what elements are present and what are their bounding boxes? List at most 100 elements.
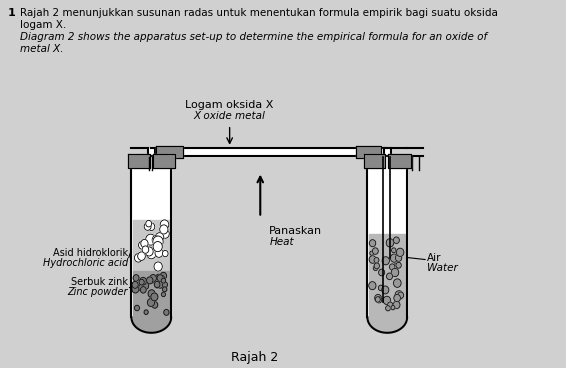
Polygon shape <box>388 154 411 168</box>
Text: Diagram 2 shows the apparatus set-up to determine the empirical formula for an o: Diagram 2 shows the apparatus set-up to … <box>20 32 487 42</box>
Polygon shape <box>355 146 381 158</box>
Polygon shape <box>367 318 407 333</box>
Circle shape <box>375 297 380 302</box>
Polygon shape <box>148 148 155 162</box>
Polygon shape <box>156 146 183 158</box>
Circle shape <box>151 293 158 301</box>
Circle shape <box>146 279 151 283</box>
Circle shape <box>153 241 162 252</box>
Text: Rajah 2 menunjukkan susunan radas untuk menentukan formula empirik bagi suatu ok: Rajah 2 menunjukkan susunan radas untuk … <box>20 8 498 18</box>
Text: Logam oksida X: Logam oksida X <box>186 100 274 110</box>
Polygon shape <box>364 154 385 168</box>
Circle shape <box>155 248 163 257</box>
Polygon shape <box>133 272 169 318</box>
Polygon shape <box>384 148 391 162</box>
Circle shape <box>135 305 139 311</box>
Circle shape <box>372 248 378 254</box>
Circle shape <box>387 273 393 280</box>
Circle shape <box>157 281 164 288</box>
Text: Serbuk zink: Serbuk zink <box>71 277 128 287</box>
Circle shape <box>158 275 164 282</box>
Circle shape <box>391 254 398 262</box>
Circle shape <box>392 248 396 253</box>
Circle shape <box>388 302 393 308</box>
Circle shape <box>376 297 382 303</box>
Circle shape <box>381 286 389 294</box>
Circle shape <box>391 268 398 277</box>
Polygon shape <box>153 154 175 168</box>
Circle shape <box>132 285 139 293</box>
Circle shape <box>379 269 385 276</box>
Polygon shape <box>131 318 171 333</box>
Polygon shape <box>151 148 387 156</box>
Circle shape <box>157 275 163 282</box>
Circle shape <box>383 296 391 305</box>
Circle shape <box>135 254 142 262</box>
Circle shape <box>145 220 152 227</box>
Circle shape <box>391 305 395 310</box>
Text: X oxide metal: X oxide metal <box>194 111 265 121</box>
Circle shape <box>393 264 398 270</box>
Circle shape <box>156 274 161 279</box>
Polygon shape <box>369 318 405 331</box>
Text: logam X.: logam X. <box>20 20 66 30</box>
Circle shape <box>140 277 147 285</box>
Circle shape <box>382 257 389 265</box>
Circle shape <box>151 279 155 283</box>
Circle shape <box>374 258 379 263</box>
Circle shape <box>374 263 379 269</box>
Circle shape <box>145 234 156 245</box>
Circle shape <box>141 240 148 248</box>
Circle shape <box>142 246 149 253</box>
Text: Air: Air <box>427 252 441 262</box>
Circle shape <box>369 282 376 290</box>
Circle shape <box>375 294 381 302</box>
Circle shape <box>144 310 148 315</box>
Circle shape <box>378 285 383 291</box>
Circle shape <box>373 265 378 270</box>
Polygon shape <box>367 162 407 318</box>
Circle shape <box>393 237 400 244</box>
Text: Heat: Heat <box>269 237 294 247</box>
Circle shape <box>155 282 160 288</box>
Circle shape <box>153 236 163 247</box>
Polygon shape <box>131 162 171 318</box>
Circle shape <box>148 290 155 298</box>
Circle shape <box>155 283 160 288</box>
Circle shape <box>147 277 153 284</box>
Circle shape <box>161 229 169 238</box>
Circle shape <box>139 284 145 291</box>
Circle shape <box>160 229 168 237</box>
Circle shape <box>370 240 376 247</box>
Text: Rajah 2: Rajah 2 <box>231 351 278 364</box>
Text: Asid hidroklorik: Asid hidroklorik <box>53 248 128 258</box>
Circle shape <box>155 233 164 242</box>
Circle shape <box>369 256 376 263</box>
Text: 1: 1 <box>7 8 15 18</box>
Circle shape <box>139 241 146 249</box>
Circle shape <box>144 223 151 230</box>
Circle shape <box>398 292 404 298</box>
Polygon shape <box>369 234 405 318</box>
Circle shape <box>396 254 402 261</box>
Circle shape <box>396 248 404 256</box>
Circle shape <box>143 283 149 289</box>
Circle shape <box>389 264 395 270</box>
Circle shape <box>138 252 145 261</box>
Polygon shape <box>128 154 151 168</box>
Circle shape <box>152 302 158 308</box>
Circle shape <box>147 298 155 307</box>
Text: metal X.: metal X. <box>20 44 63 54</box>
Circle shape <box>152 236 160 244</box>
Circle shape <box>161 278 166 283</box>
Circle shape <box>386 239 394 247</box>
Circle shape <box>370 251 374 255</box>
Polygon shape <box>133 318 169 331</box>
Circle shape <box>140 287 146 293</box>
Circle shape <box>148 223 155 230</box>
Circle shape <box>393 301 400 309</box>
Circle shape <box>385 306 391 311</box>
Circle shape <box>154 262 162 271</box>
Circle shape <box>160 272 166 279</box>
Circle shape <box>393 279 401 287</box>
